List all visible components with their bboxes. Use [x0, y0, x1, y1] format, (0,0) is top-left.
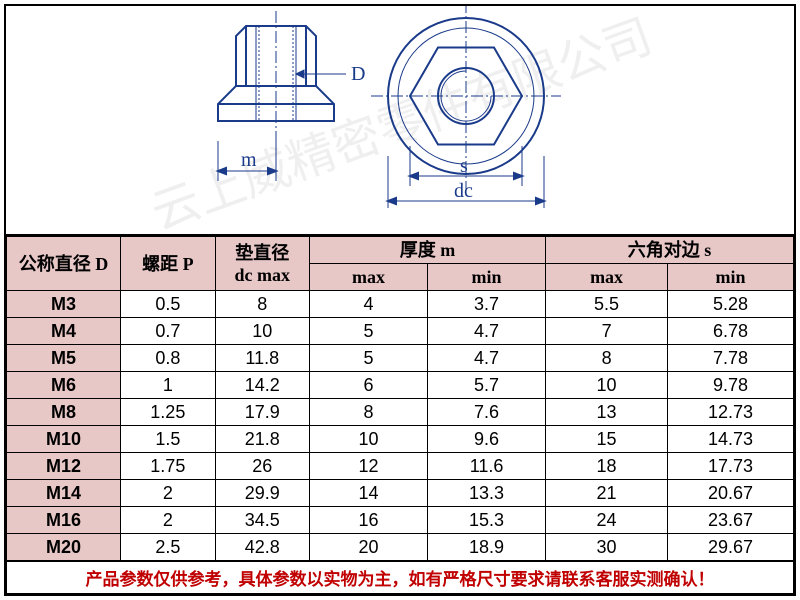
cell-dc: 17.9	[215, 399, 309, 426]
col-P: 螺距 P	[121, 237, 215, 291]
cell-m-max: 5	[309, 345, 427, 372]
cell-m-min: 5.7	[428, 372, 546, 399]
cell-s-min: 14.73	[668, 426, 794, 453]
table-row: M101.521.8109.61514.73	[7, 426, 794, 453]
cell-dc: 8	[215, 291, 309, 318]
table-row: M202.542.82018.93029.67	[7, 534, 794, 561]
cell-P: 0.7	[121, 318, 215, 345]
cell-s-max: 15	[546, 426, 668, 453]
cell-s-min: 9.78	[668, 372, 794, 399]
cell-dc: 11.8	[215, 345, 309, 372]
spec-table: 公称直径 D 螺距 P 垫直径dc max 厚度 m 六角对边 s max mi…	[6, 236, 794, 561]
cell-s-max: 8	[546, 345, 668, 372]
cell-s-max: 5.5	[546, 291, 668, 318]
cell-P: 0.5	[121, 291, 215, 318]
cell-s-max: 30	[546, 534, 668, 561]
col-m-min: min	[428, 264, 546, 291]
cell-m-max: 8	[309, 399, 427, 426]
cell-P: 1.25	[121, 399, 215, 426]
table-row: M6114.265.7109.78	[7, 372, 794, 399]
cell-m-min: 18.9	[428, 534, 546, 561]
cell-m-min: 3.7	[428, 291, 546, 318]
table-row: M14229.91413.32120.67	[7, 480, 794, 507]
cell-P: 1.5	[121, 426, 215, 453]
col-D: 公称直径 D	[7, 237, 121, 291]
cell-m-min: 11.6	[428, 453, 546, 480]
cell-P: 2	[121, 480, 215, 507]
cell-m-max: 5	[309, 318, 427, 345]
cell-m-max: 20	[309, 534, 427, 561]
cell-s-min: 17.73	[668, 453, 794, 480]
col-m-max: max	[309, 264, 427, 291]
table-row: M30.5843.75.55.28	[7, 291, 794, 318]
cell-m-max: 12	[309, 453, 427, 480]
cell-s-max: 18	[546, 453, 668, 480]
label-m: m	[241, 149, 257, 171]
cell-s-max: 24	[546, 507, 668, 534]
table-row: M121.75261211.61817.73	[7, 453, 794, 480]
cell-m-min: 4.7	[428, 345, 546, 372]
diagram-area: 云上威精密零件有限公司	[6, 6, 794, 236]
cell-D: M6	[7, 372, 121, 399]
cell-s-min: 29.67	[668, 534, 794, 561]
cell-D: M10	[7, 426, 121, 453]
cell-s-min: 12.73	[668, 399, 794, 426]
cell-s-max: 10	[546, 372, 668, 399]
cell-m-max: 4	[309, 291, 427, 318]
footnote: 产品参数仅供参考，具体参数以实物为主，如有严格尺寸要求请联系客服实测确认！	[6, 561, 794, 594]
cell-m-max: 14	[309, 480, 427, 507]
col-dc: 垫直径dc max	[215, 237, 309, 291]
cell-P: 2	[121, 507, 215, 534]
cell-D: M3	[7, 291, 121, 318]
cell-m-max: 10	[309, 426, 427, 453]
cell-m-min: 7.6	[428, 399, 546, 426]
cell-dc: 29.9	[215, 480, 309, 507]
cell-P: 2.5	[121, 534, 215, 561]
cell-P: 1	[121, 372, 215, 399]
cell-s-min: 6.78	[668, 318, 794, 345]
label-D: D	[351, 63, 365, 85]
cell-s-max: 13	[546, 399, 668, 426]
label-dc: dc	[454, 180, 473, 202]
cell-D: M14	[7, 480, 121, 507]
cell-s-max: 21	[546, 480, 668, 507]
spec-sheet: 云上威精密零件有限公司	[4, 4, 796, 596]
cell-m-min: 15.3	[428, 507, 546, 534]
cell-m-max: 6	[309, 372, 427, 399]
table-row: M81.2517.987.61312.73	[7, 399, 794, 426]
cell-D: M5	[7, 345, 121, 372]
cell-dc: 14.2	[215, 372, 309, 399]
cell-s-min: 5.28	[668, 291, 794, 318]
cell-m-max: 16	[309, 507, 427, 534]
cell-m-min: 13.3	[428, 480, 546, 507]
cell-s-max: 7	[546, 318, 668, 345]
cell-dc: 10	[215, 318, 309, 345]
cell-D: M20	[7, 534, 121, 561]
col-s-max: max	[546, 264, 668, 291]
cell-dc: 21.8	[215, 426, 309, 453]
flange-nut-diagram: D m	[6, 6, 798, 236]
col-s: 六角对边 s	[546, 237, 794, 264]
cell-s-min: 7.78	[668, 345, 794, 372]
cell-m-min: 9.6	[428, 426, 546, 453]
cell-s-min: 23.67	[668, 507, 794, 534]
col-s-min: min	[668, 264, 794, 291]
cell-dc: 34.5	[215, 507, 309, 534]
cell-D: M8	[7, 399, 121, 426]
cell-D: M4	[7, 318, 121, 345]
table-row: M50.811.854.787.78	[7, 345, 794, 372]
cell-P: 0.8	[121, 345, 215, 372]
col-m: 厚度 m	[309, 237, 545, 264]
cell-dc: 26	[215, 453, 309, 480]
cell-m-min: 4.7	[428, 318, 546, 345]
cell-dc: 42.8	[215, 534, 309, 561]
cell-D: M12	[7, 453, 121, 480]
label-s: s	[460, 155, 468, 177]
table-row: M40.71054.776.78	[7, 318, 794, 345]
cell-D: M16	[7, 507, 121, 534]
table-row: M16234.51615.32423.67	[7, 507, 794, 534]
cell-s-min: 20.67	[668, 480, 794, 507]
cell-P: 1.75	[121, 453, 215, 480]
